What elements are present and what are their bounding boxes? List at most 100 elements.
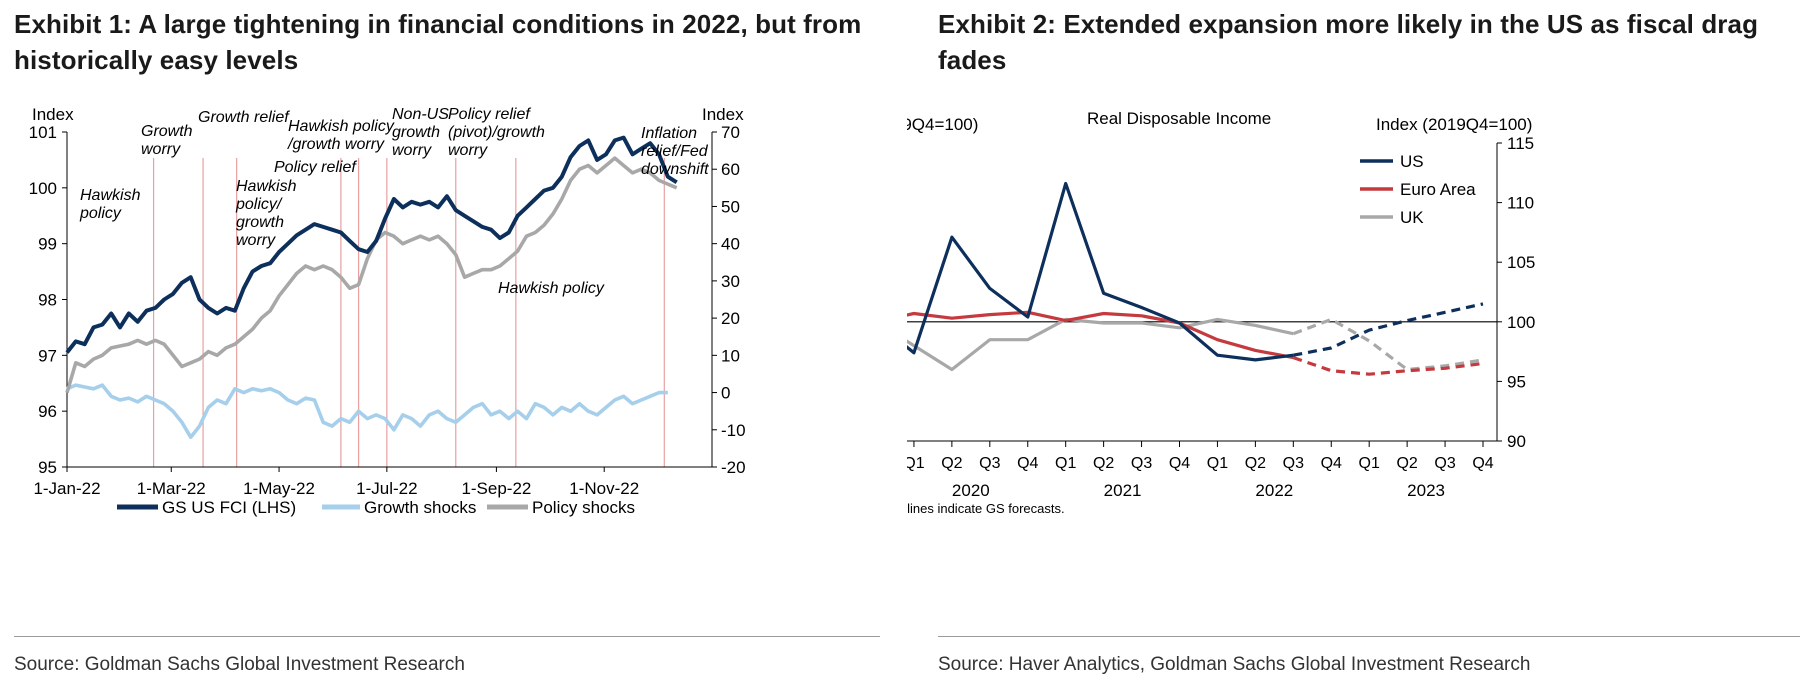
quarter-label: Q1	[1359, 455, 1380, 472]
legend-label-euro-area: Euro Area	[1400, 180, 1476, 199]
legend-label-us: US	[1400, 152, 1424, 171]
left-tick-label: 97	[38, 346, 57, 365]
annotation-non-us-growth-worry: worry	[392, 142, 432, 159]
quarter-label: Q3	[1434, 455, 1455, 472]
right-tick-label: 90	[1507, 432, 1526, 451]
annotation-policy-relief-pivot: Policy relief	[448, 106, 531, 123]
quarter-label: Q3	[1283, 455, 1304, 472]
annotation-hawkish-growth-worry-1: policy/	[235, 196, 283, 213]
annotation-hawkish-growth-worry-2: Hawkish policy	[288, 118, 395, 135]
annotation-inflation-relief: downshift	[641, 161, 709, 178]
right-tick-label: 95	[1507, 372, 1526, 391]
x-tick-label: 1-Sep-22	[461, 479, 531, 498]
quarter-label: Q2	[1245, 455, 1266, 472]
right-tick-label: 115	[1507, 134, 1534, 153]
right-tick-label: 0	[721, 384, 730, 403]
left-tick-label: 100	[29, 179, 57, 198]
x-tick-label: 1-May-22	[243, 479, 315, 498]
exhibit2-divider	[938, 636, 1800, 637]
annotation-inflation-relief: Inflation	[641, 125, 697, 142]
annotation-hawkish-growth-worry-1: growth	[236, 214, 284, 231]
quarter-label: Q2	[941, 455, 962, 472]
right-tick-label: 30	[721, 272, 740, 291]
series-forecast-uk	[1292, 317, 1484, 372]
annotation-hawkish-policy-1: policy	[79, 205, 122, 222]
series-line-gs-us-fci-lhs-	[65, 135, 678, 354]
left-axis-title: Index (2019Q4=100)	[907, 115, 978, 134]
annotation-non-us-growth-worry: growth	[392, 124, 440, 141]
chart-financial-conditions: 95 96 97 98 99 100 101 -20 -10 0 10 20 30 40 50 60 70 1-J…	[29, 105, 746, 517]
left-tick-label: 101	[29, 123, 57, 142]
series-line-us	[907, 181, 1294, 362]
quarter-label: Q2	[1396, 455, 1417, 472]
series-forecast-us	[1293, 302, 1484, 357]
legend-label-0: GS US FCI (LHS)	[162, 498, 296, 517]
right-tick-label: 60	[721, 160, 740, 179]
annotation-hawkish-growth-worry-1: Hawkish	[236, 178, 297, 195]
exhibit2-source: Source: Haver Analytics, Goldman Sachs G…	[938, 654, 1531, 675]
series-line-uk	[907, 317, 1294, 372]
exhibit2-title: Exhibit 2: Extended expansion more likel…	[938, 9, 1759, 75]
right-tick-label: 100	[1507, 313, 1535, 332]
quarter-label: Q1	[907, 455, 925, 472]
legend-label-1: Growth shocks	[364, 498, 476, 517]
exhibit1-source: Source: Goldman Sachs Global Investment …	[14, 654, 465, 675]
quarter-label: Q2	[1093, 455, 1114, 472]
right-axis-title: Index (2019Q4=100)	[1376, 115, 1532, 134]
annotation-growth-worry: Growth	[141, 123, 193, 140]
year-label: 2021	[1104, 481, 1142, 500]
left-tick-label: 96	[38, 402, 57, 421]
annotation-policy-relief-pivot: (pivot)/growth	[448, 124, 545, 141]
right-tick-label: 50	[721, 197, 740, 216]
left-tick-label: 99	[38, 235, 57, 254]
chart-note: Note: Dashed lines indicate GS forecasts…	[907, 501, 1065, 516]
left-axis-title: Index	[32, 105, 74, 124]
year-label: 2022	[1255, 481, 1293, 500]
right-tick-label: 10	[721, 346, 740, 365]
right-tick-label: 40	[721, 235, 740, 254]
right-tick-label: 105	[1507, 253, 1535, 272]
right-tick-label: 110	[1507, 194, 1534, 213]
chart-title: Real Disposable Income	[1087, 109, 1271, 128]
quarter-label: Q3	[979, 455, 1000, 472]
exhibit1-divider	[14, 636, 880, 637]
series-forecast-euro-area	[1292, 356, 1484, 376]
quarter-label: Q4	[1017, 455, 1038, 472]
annotation-hawkish-policy-1: Hawkish	[80, 187, 141, 204]
left-tick-label: 95	[38, 458, 57, 477]
x-tick-label: 1-Jan-22	[33, 479, 100, 498]
right-tick-label: -20	[721, 458, 746, 477]
quarter-label: Q4	[1169, 455, 1190, 472]
right-tick-label: 20	[721, 309, 740, 328]
exhibit1-title: Exhibit 1: A large tightening in financi…	[14, 9, 862, 75]
series-line-euro-area	[907, 310, 1294, 360]
annotation-growth-worry: worry	[141, 141, 181, 158]
quarter-label: Q4	[1472, 455, 1493, 472]
chart-real-disposable-income: 90909595100100105105110110115115Q4Q1Q2Q3…	[907, 109, 1535, 516]
quarter-label: Q3	[1131, 455, 1152, 472]
legend-label-uk: UK	[1400, 208, 1424, 227]
series-line-growth-shocks	[66, 383, 668, 439]
year-label: 2020	[952, 481, 990, 500]
annotation-hawkish-policy-2: Hawkish policy	[498, 280, 605, 297]
quarter-label: Q1	[1207, 455, 1228, 472]
legend-label-2: Policy shocks	[532, 498, 635, 517]
quarter-label: Q1	[1055, 455, 1076, 472]
right-axis-title: Index	[702, 105, 744, 124]
right-tick-label: 70	[721, 123, 740, 142]
right-tick-label: -10	[721, 421, 746, 440]
annotation-policy-relief-pivot: worry	[448, 142, 488, 159]
annotation-hawkish-growth-worry-1: worry	[236, 232, 276, 249]
annotation-policy-relief: Policy relief	[274, 159, 357, 176]
x-tick-label: 1-Jul-22	[356, 479, 417, 498]
annotation-hawkish-growth-worry-2: /growth worry	[287, 136, 385, 153]
annotation-non-us-growth-worry: Non-US	[392, 106, 449, 123]
quarter-label: Q4	[1321, 455, 1342, 472]
x-tick-label: 1-Mar-22	[137, 479, 206, 498]
x-tick-label: 1-Nov-22	[569, 479, 639, 498]
annotation-growth-relief: Growth relief	[198, 109, 290, 126]
left-tick-label: 98	[38, 291, 57, 310]
year-label: 2023	[1407, 481, 1445, 500]
series-line-policy-shocks	[65, 156, 678, 394]
annotation-inflation-relief: relief/Fed	[641, 143, 709, 160]
